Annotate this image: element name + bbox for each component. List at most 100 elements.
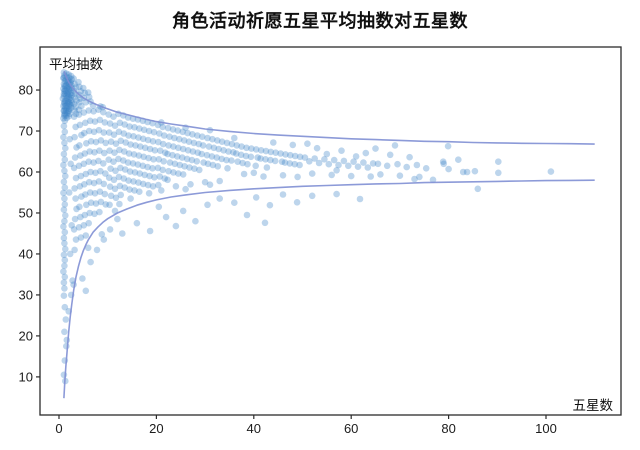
data-point: [413, 161, 421, 169]
data-point: [77, 213, 84, 221]
data-point: [62, 316, 70, 323]
data-point: [151, 147, 159, 154]
data-point: [81, 211, 89, 219]
data-point: [60, 102, 67, 110]
data-point: [72, 110, 80, 118]
data-point: [77, 152, 84, 159]
data-point: [321, 156, 328, 163]
chart-title: 角色活动祈愿五星平均抽数对五星数: [172, 11, 468, 31]
data-point: [325, 160, 333, 168]
data-point: [308, 192, 316, 200]
data-point: [311, 155, 319, 162]
data-point: [252, 146, 260, 153]
data-point: [234, 158, 241, 165]
data-point: [188, 156, 196, 164]
data-point: [119, 230, 126, 237]
data-point: [70, 226, 78, 233]
data-point: [347, 172, 355, 180]
data-point: [61, 86, 69, 94]
data-point: [374, 160, 382, 168]
data-point: [166, 159, 174, 166]
data-point: [61, 100, 68, 107]
data-point: [116, 119, 124, 127]
data-point: [68, 76, 75, 83]
data-point: [60, 74, 67, 82]
data-point: [356, 195, 364, 203]
data-point: [85, 93, 93, 101]
data-point: [110, 113, 117, 120]
data-point: [362, 149, 370, 157]
data-point: [262, 156, 269, 163]
data-point: [75, 162, 83, 170]
data-point: [66, 90, 73, 98]
data-point: [293, 199, 301, 206]
data-point: [205, 143, 213, 150]
data-point: [547, 168, 555, 175]
data-point: [248, 145, 255, 152]
data-point: [218, 155, 225, 163]
data-point: [230, 149, 237, 156]
data-point: [115, 155, 122, 163]
data-point: [124, 159, 132, 166]
data-point: [81, 181, 88, 188]
data-point: [315, 159, 323, 167]
data-point: [396, 172, 404, 179]
data-point: [61, 88, 68, 95]
data-point: [141, 171, 148, 179]
data-point: [367, 173, 375, 180]
data-point: [63, 336, 71, 344]
data-point: [157, 147, 164, 154]
data-point: [179, 207, 187, 215]
data-point: [150, 128, 158, 136]
data-point: [76, 142, 83, 149]
data-point: [91, 149, 98, 156]
data-point: [130, 151, 138, 158]
data-point: [62, 172, 69, 180]
data-point: [62, 87, 70, 95]
data-point: [115, 128, 123, 136]
data-point: [136, 170, 144, 177]
data-point: [67, 72, 75, 80]
data-point: [82, 119, 89, 127]
upper-bound-curve: [63, 70, 595, 145]
data-point: [76, 203, 83, 211]
data-point: [81, 129, 88, 137]
data-point: [391, 142, 399, 149]
data-point: [60, 178, 68, 186]
data-point: [169, 126, 177, 133]
data-point: [267, 156, 274, 164]
data-point: [239, 159, 246, 167]
data-point: [71, 215, 79, 223]
data-point: [136, 188, 143, 195]
data-point: [252, 162, 259, 170]
data-point: [95, 126, 103, 134]
data-point: [159, 140, 167, 148]
data-point: [67, 89, 75, 97]
data-point: [65, 99, 72, 106]
y-tick-label: 40: [19, 246, 33, 261]
data-point: [260, 173, 267, 180]
data-point: [80, 160, 88, 168]
data-point: [60, 161, 67, 169]
data-point: [60, 80, 68, 88]
data-point: [218, 138, 226, 145]
data-point: [187, 181, 194, 188]
data-point: [63, 85, 71, 92]
data-point: [61, 303, 69, 311]
data-point: [164, 176, 171, 184]
data-point: [101, 190, 109, 198]
data-point: [117, 164, 124, 172]
data-point: [66, 135, 73, 143]
data-point: [61, 328, 68, 336]
data-point: [184, 147, 192, 154]
data-point: [282, 151, 289, 158]
data-point: [96, 188, 104, 195]
data-point: [60, 85, 67, 93]
data-point: [121, 166, 129, 173]
data-point: [107, 192, 115, 200]
data-point: [77, 88, 85, 95]
data-point: [144, 181, 152, 189]
data-point: [102, 201, 109, 208]
data-point: [95, 157, 102, 165]
data-point: [66, 100, 73, 108]
